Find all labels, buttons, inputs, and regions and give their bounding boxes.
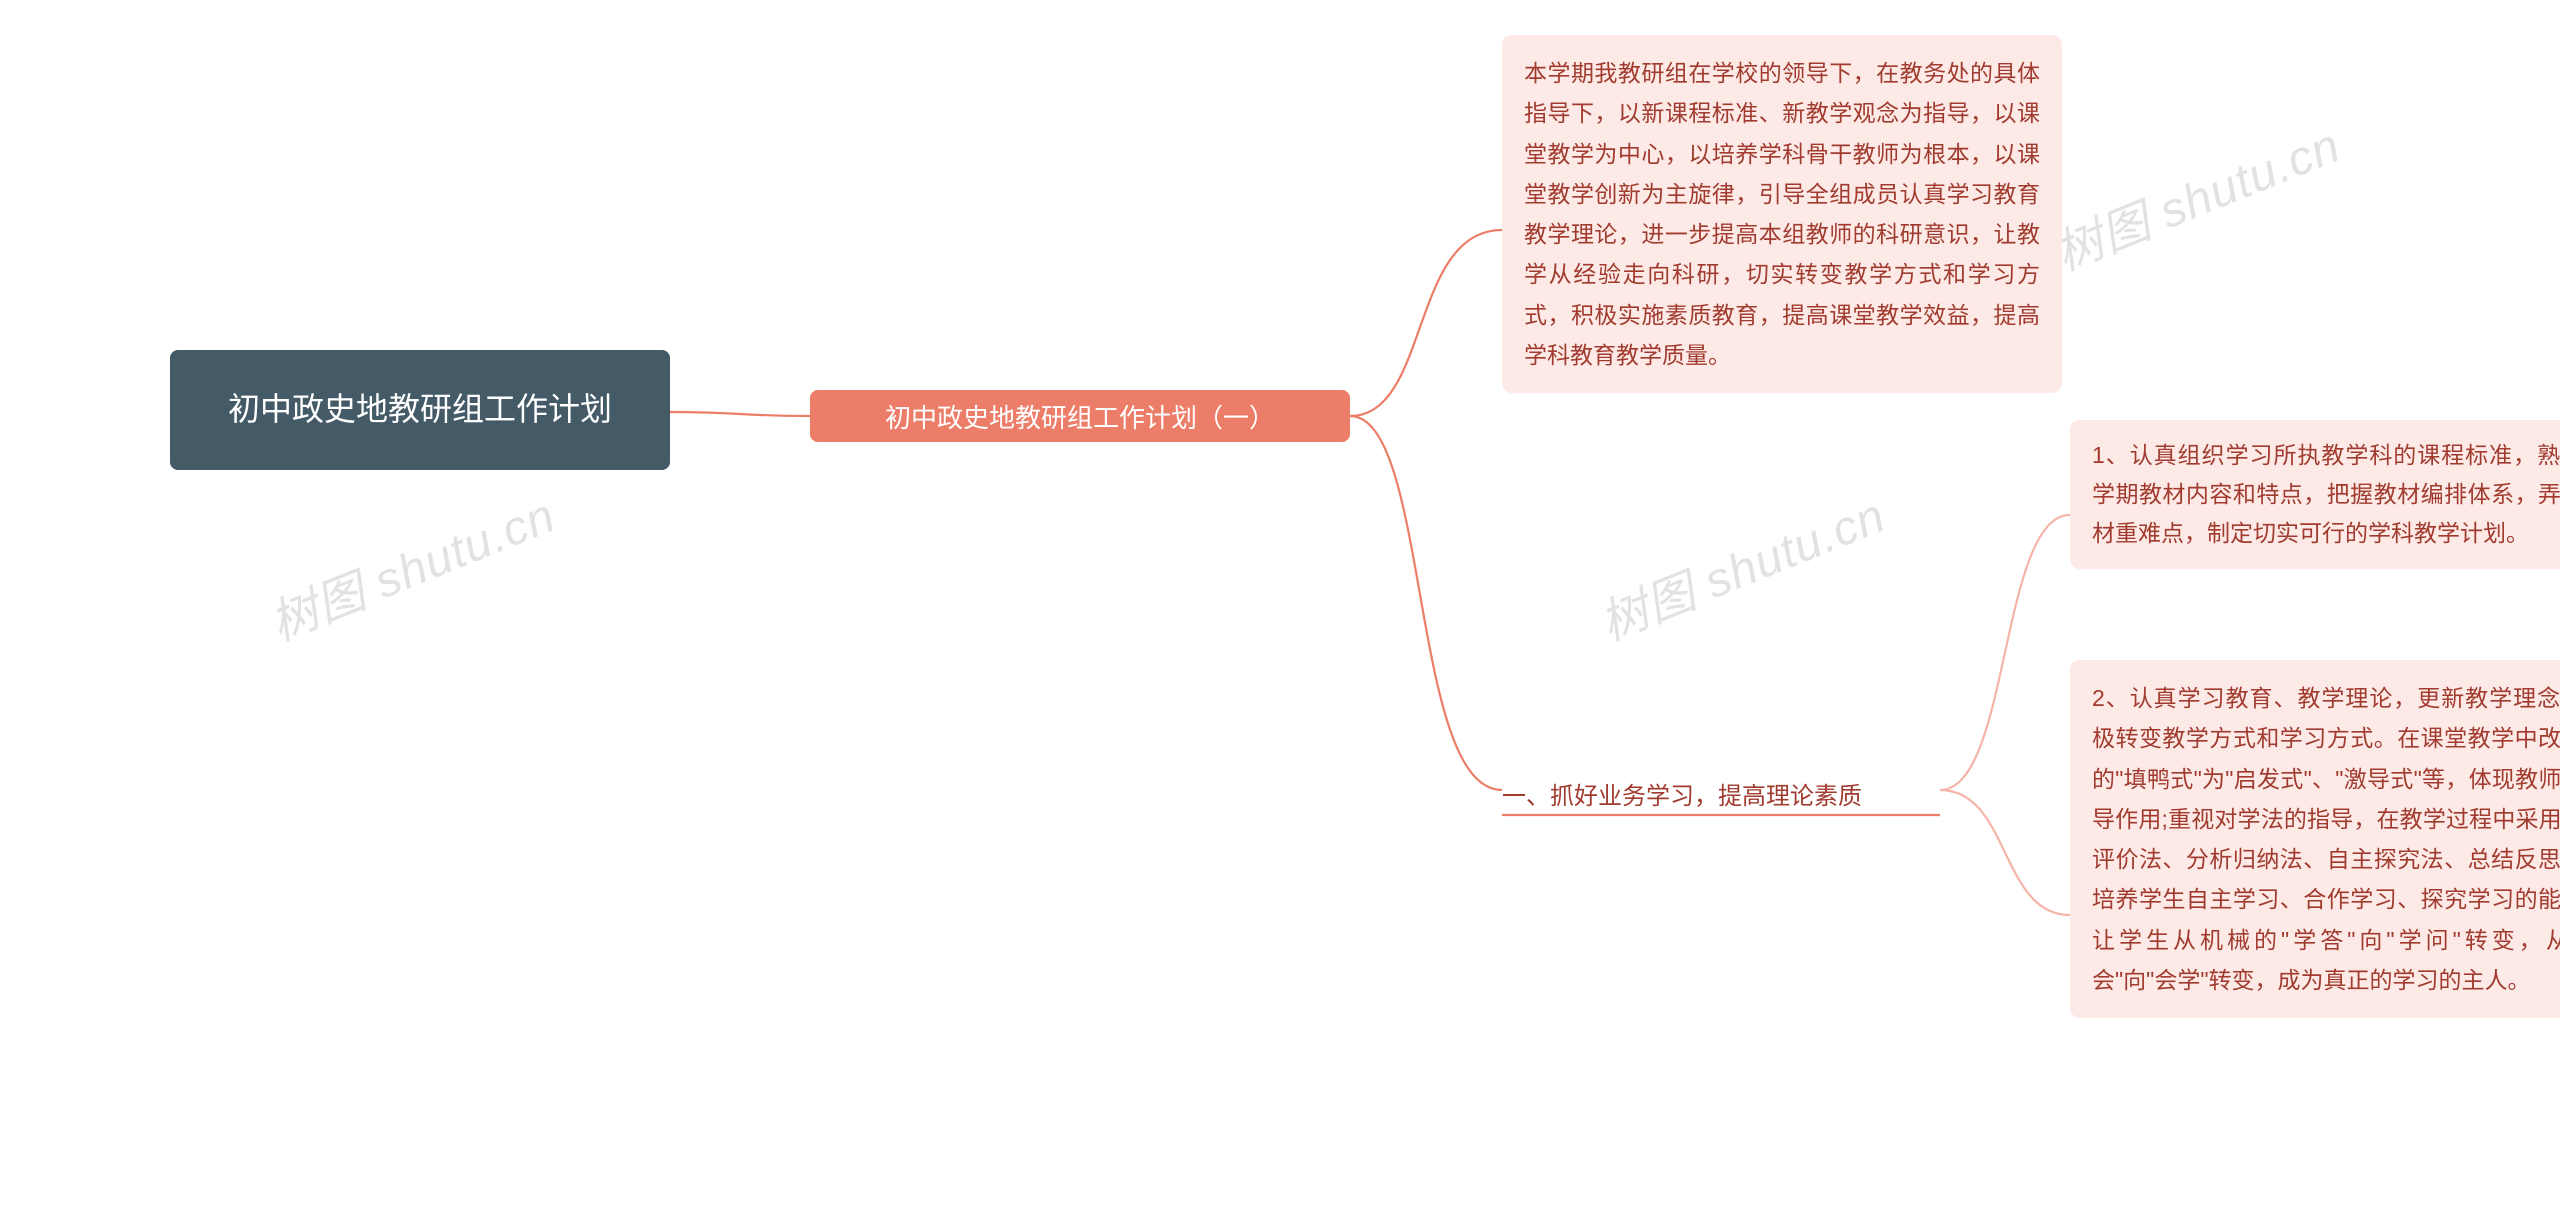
section-heading-1[interactable]: 一、抓好业务学习，提高理论素质 xyxy=(1502,776,1862,811)
leaf-node-intro[interactable]: 本学期我教研组在学校的领导下，在教务处的具体指导下，以新课程标准、新教学观念为指… xyxy=(1502,35,2062,393)
leaf-text: 本学期我教研组在学校的领导下，在教务处的具体指导下，以新课程标准、新教学观念为指… xyxy=(1524,60,2040,368)
leaf-text: 1、认真组织学习所执教学科的课程标准，熟悉本学期教材内容和特点，把握教材编排体系… xyxy=(2092,442,2560,546)
watermark: 树图 shutu.cn xyxy=(258,476,564,654)
connector-layer xyxy=(0,0,2560,1209)
root-label: 初中政史地教研组工作计划 xyxy=(228,384,612,435)
leaf-node-point-1[interactable]: 1、认真组织学习所执教学科的课程标准，熟悉本学期教材内容和特点，把握教材编排体系… xyxy=(2070,420,2560,569)
leaf-text: 2、认真学习教育、教学理论，更新教学理念，积极转变教学方式和学习方式。在课堂教学… xyxy=(2092,685,2560,993)
watermark: 树图 shutu.cn xyxy=(1588,476,1894,654)
branch-node-plan-1[interactable]: 初中政史地教研组工作计划（一） xyxy=(810,390,1350,442)
leaf-node-point-2[interactable]: 2、认真学习教育、教学理论，更新教学理念，积极转变教学方式和学习方式。在课堂教学… xyxy=(2070,660,2560,1018)
branch-label: 初中政史地教研组工作计划（一） xyxy=(885,398,1275,435)
watermark: 树图 shutu.cn xyxy=(2043,106,2349,284)
root-node[interactable]: 初中政史地教研组工作计划 xyxy=(170,350,670,470)
section-heading-text: 一、抓好业务学习，提高理论素质 xyxy=(1502,783,1862,810)
